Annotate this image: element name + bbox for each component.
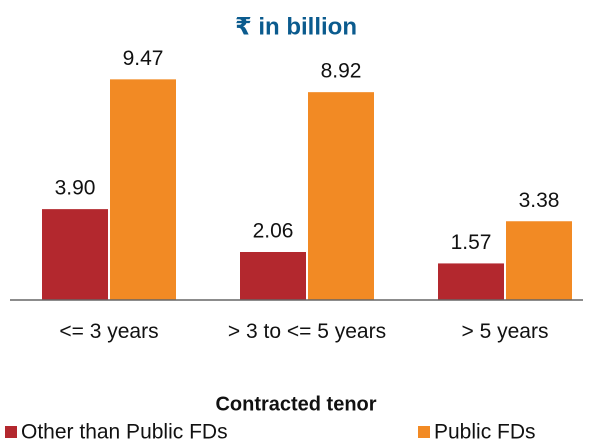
x-axis-title: Contracted tenor: [215, 393, 376, 415]
data-label: 3.90: [55, 177, 96, 200]
bar: [240, 252, 306, 300]
bar: [438, 263, 504, 300]
legend-swatch: [418, 426, 430, 438]
data-label: 1.57: [451, 231, 492, 254]
bar: [506, 221, 572, 300]
x-tick-label: > 5 years: [461, 320, 549, 343]
bar: [308, 92, 374, 300]
x-tick-label: <= 3 years: [59, 320, 159, 343]
data-label: 8.92: [321, 60, 362, 83]
data-label: 2.06: [253, 220, 294, 243]
legend-swatch: [5, 426, 17, 438]
legend-label: Public FDs: [434, 421, 536, 444]
x-tick-label: > 3 to <= 5 years: [227, 320, 387, 343]
bar: [42, 209, 108, 300]
bar: [110, 79, 176, 300]
data-label: 9.47: [123, 47, 164, 70]
chart-subtitle: ₹ in billion: [235, 13, 357, 40]
data-label: 3.38: [519, 189, 560, 212]
legend-label: Other than Public FDs: [21, 421, 228, 444]
